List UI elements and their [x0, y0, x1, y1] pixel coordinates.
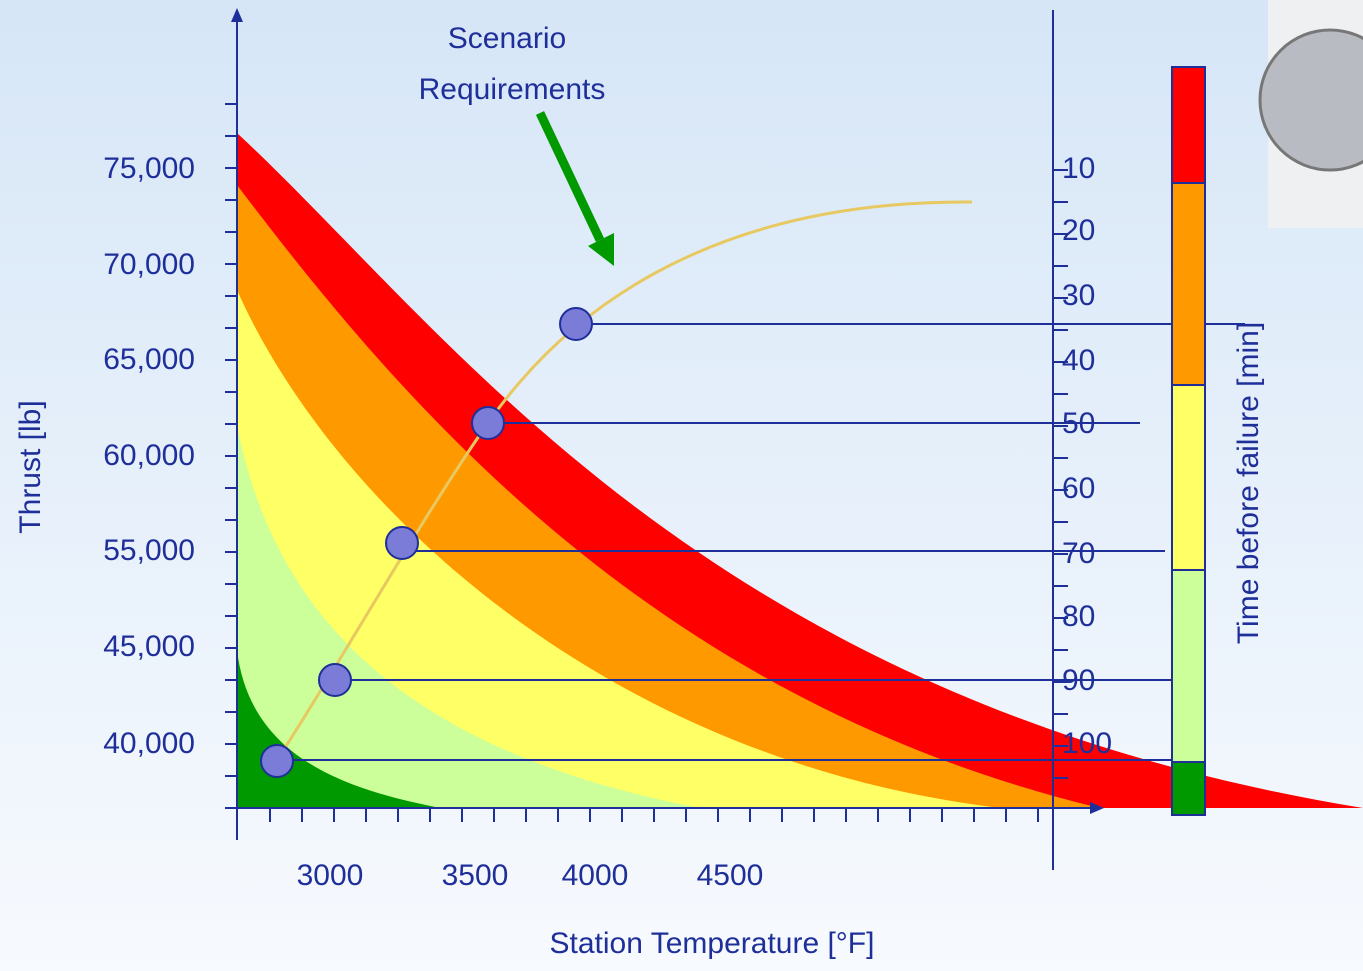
y-axis-label: Thrust [lb]	[14, 400, 47, 533]
y-tick-label: 40,000	[103, 727, 195, 760]
y-tick-label: 65,000	[103, 343, 195, 376]
x-tick-label: 3000	[297, 859, 364, 892]
x-tick-label: 4500	[697, 859, 764, 892]
right-tick-label: 50	[1062, 407, 1095, 440]
annotation: Requirements	[419, 73, 606, 106]
y-tick-label: 55,000	[103, 534, 195, 567]
right-tick-label: 40	[1062, 344, 1095, 377]
x-tick-label: 3500	[442, 859, 509, 892]
color-bar	[1172, 67, 1205, 815]
y-tick-label: 60,000	[103, 439, 195, 472]
right-tick-label: 90	[1062, 664, 1095, 697]
right-tick-label: 100	[1062, 727, 1112, 760]
right-axis-label: Time before failure [min]	[1232, 322, 1265, 644]
diagram: Scenario Requirements Thrust [lb] Statio…	[0, 0, 1363, 971]
background	[0, 0, 1363, 971]
right-tick-label: 80	[1062, 600, 1095, 633]
y-tick-label: 75,000	[103, 152, 195, 185]
right-tick-label: 20	[1062, 214, 1095, 247]
right-tick-label: 60	[1062, 472, 1095, 505]
y-tick-label: 45,000	[103, 630, 195, 663]
annotation: Scenario	[448, 22, 566, 55]
right-tick-label: 10	[1062, 152, 1095, 185]
x-tick-label: 4000	[562, 859, 629, 892]
right-tick-label: 30	[1062, 279, 1095, 312]
right-tick-label: 70	[1062, 537, 1095, 570]
y-tick-label: 70,000	[103, 248, 195, 281]
x-axis-label: Station Temperature [°F]	[550, 927, 875, 960]
